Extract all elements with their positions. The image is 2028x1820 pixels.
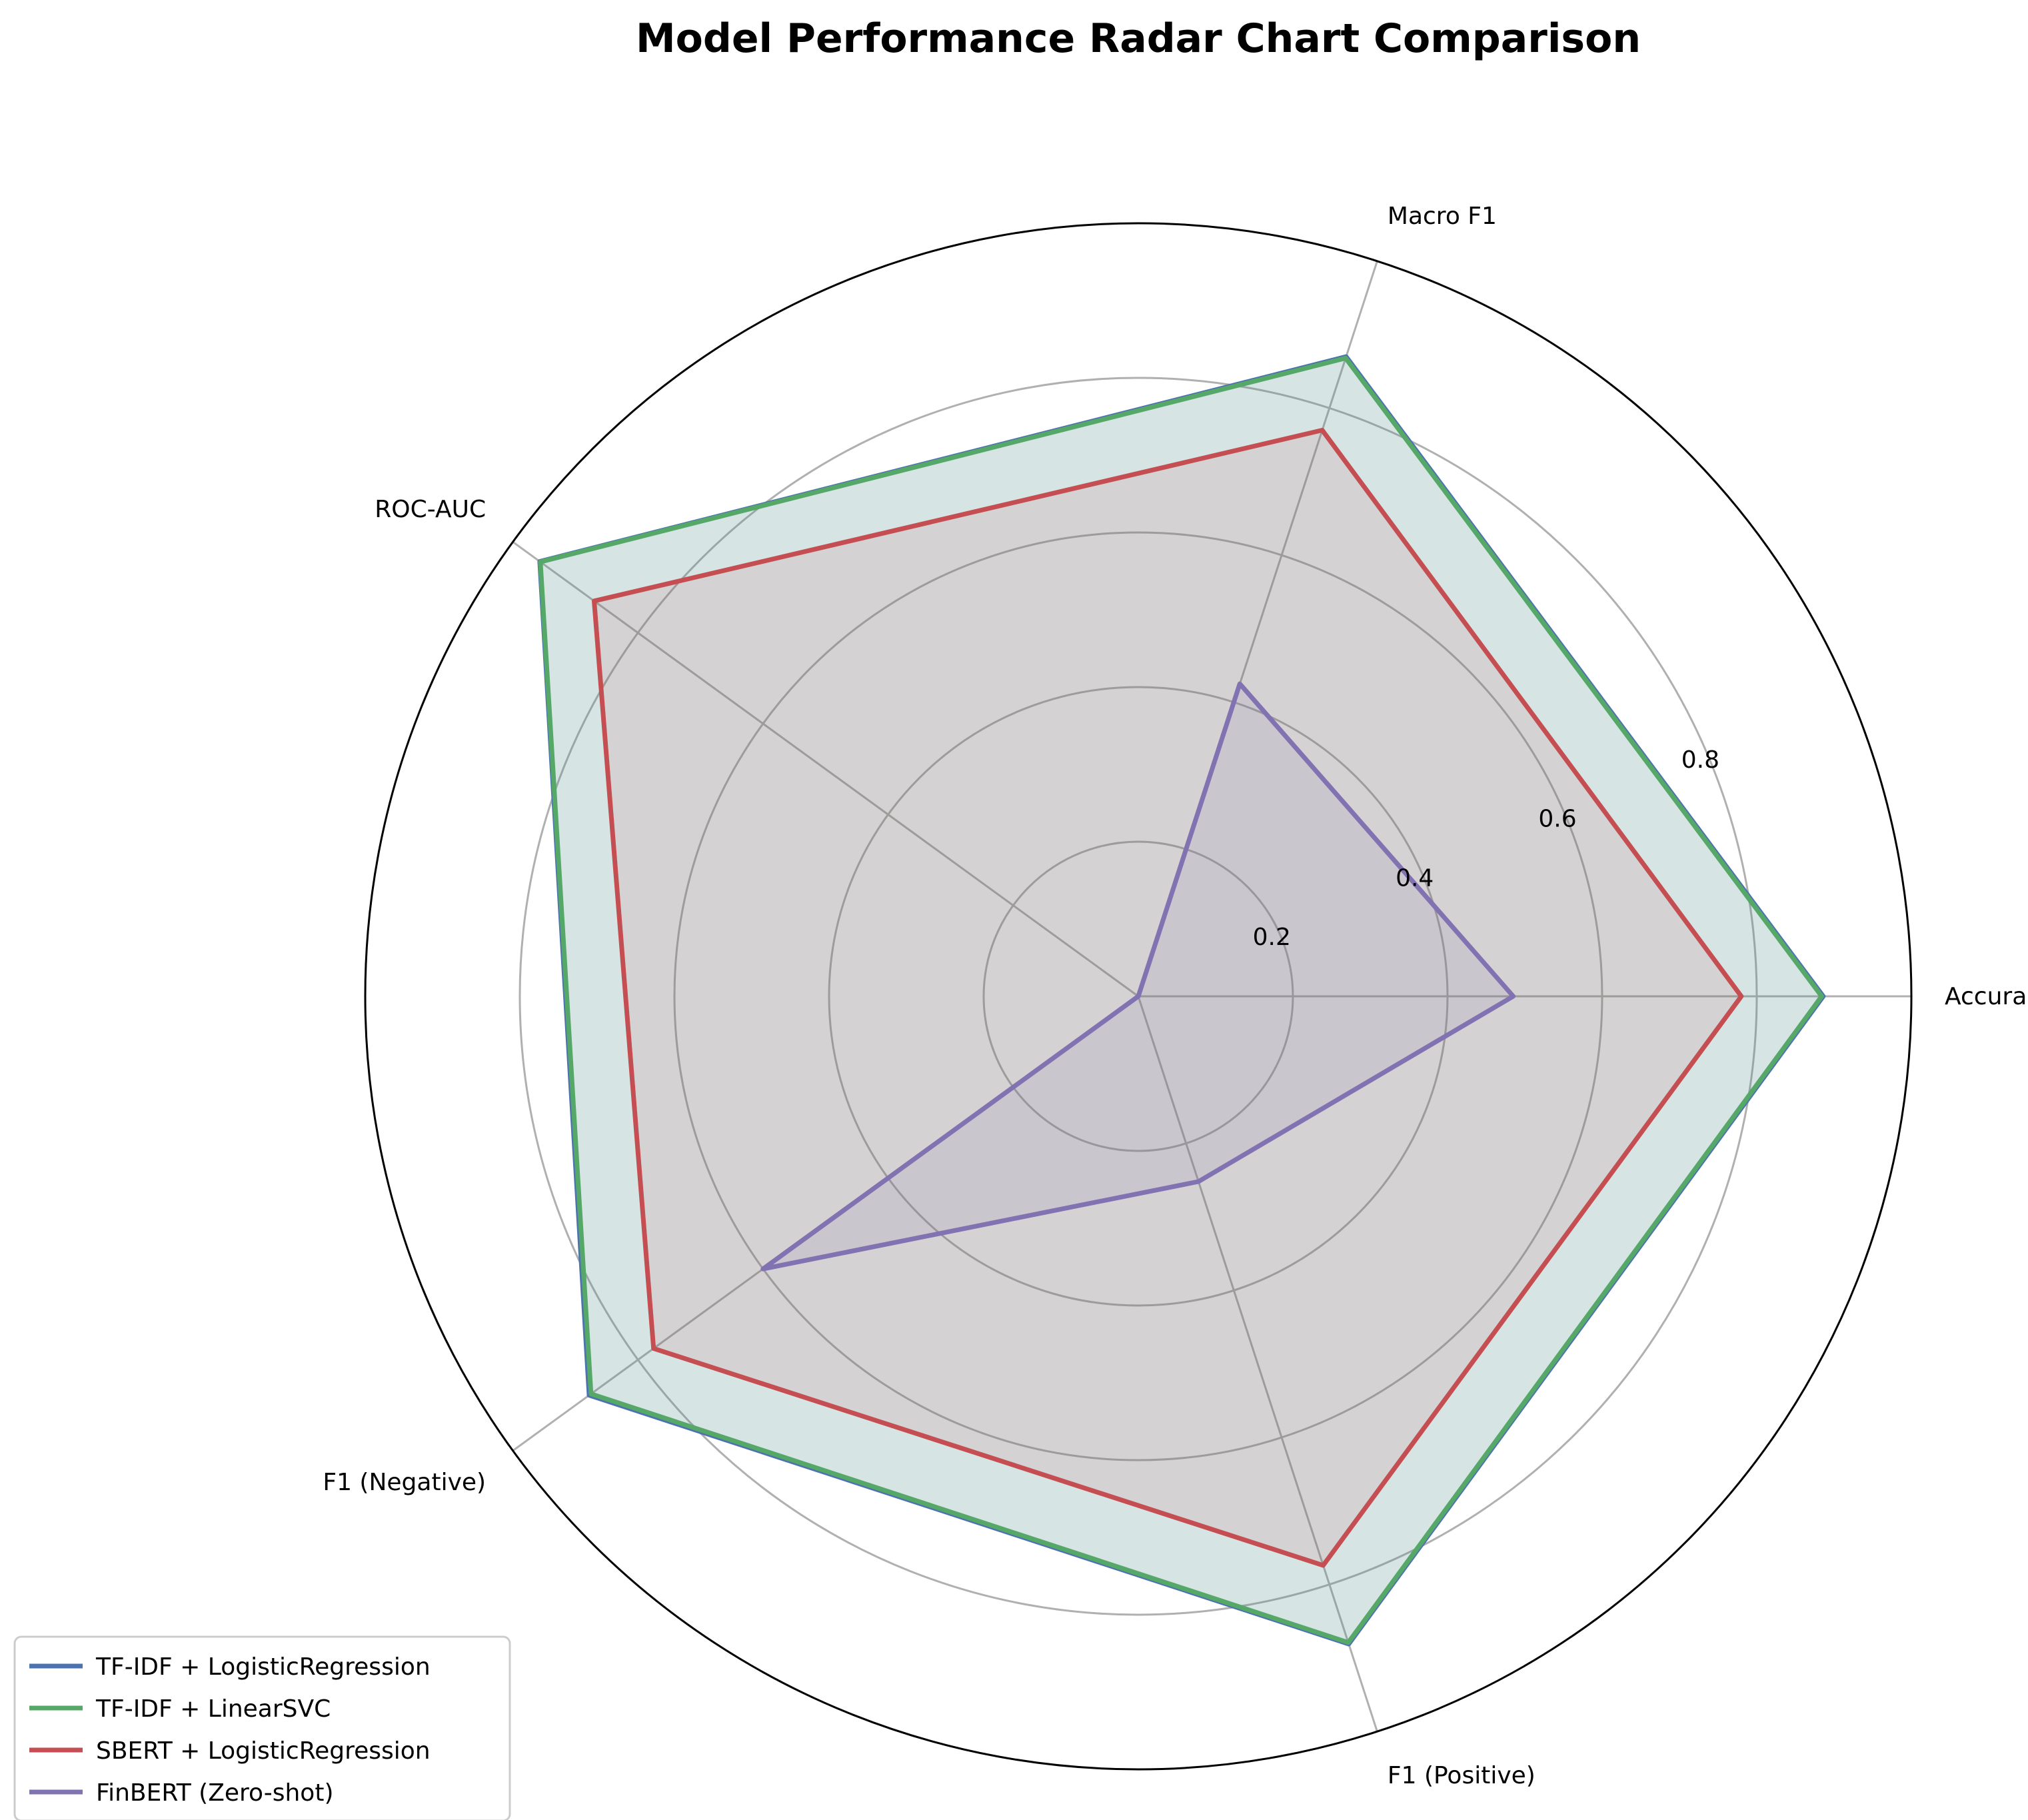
- legend-label-2: TF-IDF + LinearSVC: [95, 1695, 331, 1723]
- series-line-3: [592, 428, 1744, 1568]
- axis-label-5: F1 (Positive): [1388, 1762, 1535, 1789]
- legend-box: [13, 1635, 511, 1820]
- tick-label-4: 0.8: [1681, 746, 1719, 774]
- outer-frame: [364, 222, 1913, 1771]
- series-fill-3: [594, 430, 1741, 1565]
- series-lines: [537, 354, 1826, 1647]
- series-fills: [539, 357, 1823, 1644]
- series-line-4: [760, 681, 1516, 1272]
- series-line-2: [538, 355, 1824, 1645]
- chart-title: Model Performance Radar Chart Comparison: [636, 15, 1641, 62]
- axis-label-3: ROC-AUC: [375, 496, 486, 523]
- tick-label-1: 0.2: [1253, 924, 1291, 951]
- spoke-3: [512, 540, 1139, 998]
- legend-label-4: FinBERT (Zero-shot): [96, 1779, 333, 1807]
- tick-label-2: 0.4: [1396, 864, 1434, 892]
- axis-label-1: Accuracy: [1945, 983, 2028, 1010]
- tick-label-3: 0.6: [1538, 806, 1576, 833]
- axis-label-2: Macro F1: [1388, 203, 1497, 230]
- axis-label-4: F1 (Negative): [323, 1469, 486, 1496]
- legend-label-1: TF-IDF + LogisticRegression: [95, 1653, 431, 1681]
- series-fill-4: [762, 684, 1514, 1270]
- legend: TF-IDF + LogisticRegression TF-IDF + Line…: [13, 1635, 511, 1820]
- spoke-5: [1137, 996, 1378, 1732]
- radial-tick-labels: 0.2 0.4 0.6 0.8: [1253, 746, 1719, 951]
- axis-labels: Accuracy Macro F1 ROC-AUC F1 (Negative) F1 (…: [323, 203, 2028, 1789]
- legend-label-3: SBERT + LogisticRegression: [96, 1737, 431, 1765]
